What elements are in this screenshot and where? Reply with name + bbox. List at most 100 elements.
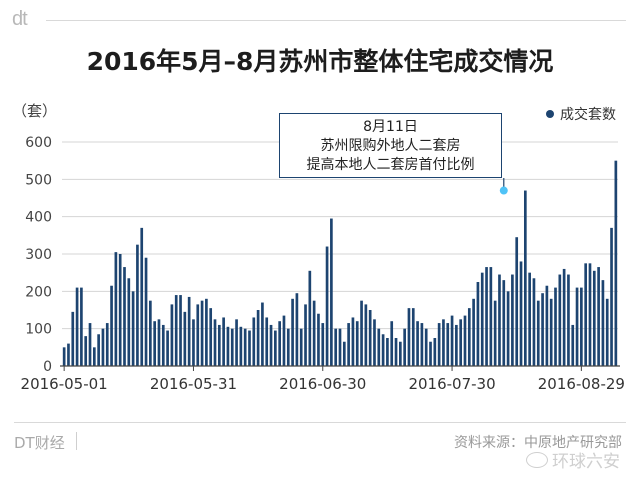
bar bbox=[351, 317, 355, 366]
bar bbox=[179, 295, 182, 366]
bar bbox=[75, 287, 79, 366]
bar bbox=[605, 298, 609, 366]
bar bbox=[373, 319, 376, 366]
bar bbox=[80, 287, 83, 366]
y-tick-label: 0 bbox=[43, 359, 52, 375]
y-tick-label: 400 bbox=[25, 210, 52, 226]
bar bbox=[187, 296, 191, 366]
bar bbox=[558, 274, 562, 366]
bar bbox=[541, 293, 544, 366]
bar bbox=[101, 328, 105, 366]
bar bbox=[157, 319, 161, 366]
bar bbox=[480, 272, 484, 366]
bar bbox=[519, 261, 523, 366]
bar bbox=[174, 295, 178, 366]
bar bbox=[230, 328, 234, 366]
bar bbox=[92, 347, 96, 366]
bar bbox=[429, 341, 432, 366]
bar bbox=[334, 328, 338, 366]
bar bbox=[304, 304, 307, 366]
bar bbox=[463, 315, 467, 366]
watermark-text: 环球六安 bbox=[552, 452, 620, 472]
bar bbox=[67, 343, 70, 366]
bar bbox=[217, 324, 221, 366]
y-tick-label: 200 bbox=[25, 284, 52, 300]
bar bbox=[325, 246, 329, 366]
bar bbox=[368, 310, 372, 366]
bar bbox=[476, 282, 480, 366]
footer-brand: DT财经 bbox=[14, 434, 65, 452]
bar bbox=[567, 274, 570, 366]
bar bbox=[71, 311, 75, 366]
bar bbox=[549, 298, 553, 366]
bar bbox=[437, 323, 441, 366]
bar bbox=[105, 323, 109, 366]
bar bbox=[248, 330, 251, 366]
bar bbox=[420, 323, 424, 366]
bar bbox=[286, 328, 290, 366]
bar bbox=[317, 313, 320, 366]
bar bbox=[399, 341, 402, 366]
policy-annotation: 8月11日 苏州限购外地人二套房 提高本地人二套房首付比例 bbox=[279, 113, 502, 178]
bar bbox=[562, 268, 566, 366]
bar bbox=[575, 287, 579, 366]
bar bbox=[200, 300, 204, 366]
bar bbox=[265, 317, 269, 366]
bar bbox=[209, 308, 213, 366]
y-tick-label: 300 bbox=[25, 247, 52, 263]
bar bbox=[183, 311, 187, 366]
legend-swatch bbox=[546, 110, 554, 118]
bar bbox=[511, 274, 514, 366]
bar bbox=[498, 274, 501, 366]
bar bbox=[515, 237, 519, 366]
bar bbox=[243, 328, 247, 366]
bar bbox=[433, 338, 437, 366]
bar bbox=[136, 244, 139, 366]
bar bbox=[416, 321, 419, 366]
bar bbox=[235, 319, 238, 366]
bar bbox=[170, 304, 174, 366]
x-tick-label: 2016-05-01 bbox=[21, 375, 108, 393]
bar bbox=[614, 160, 618, 366]
bar bbox=[601, 280, 605, 366]
bar bbox=[299, 328, 303, 366]
y-tick-label: 100 bbox=[25, 322, 52, 338]
bar bbox=[424, 328, 428, 366]
watermark: 环球六安 bbox=[526, 447, 620, 472]
bar bbox=[545, 285, 549, 366]
bar bbox=[386, 338, 389, 366]
bar bbox=[312, 300, 316, 366]
bar bbox=[97, 334, 100, 366]
bar bbox=[381, 334, 385, 366]
bar bbox=[213, 319, 217, 366]
bar bbox=[485, 267, 488, 366]
bar bbox=[493, 300, 497, 366]
top-divider bbox=[46, 20, 626, 21]
bar bbox=[588, 263, 592, 366]
bar bbox=[580, 287, 583, 366]
bar bbox=[252, 317, 256, 366]
bar bbox=[274, 330, 277, 366]
bar bbox=[407, 308, 411, 366]
bar bbox=[390, 321, 394, 366]
bar bbox=[282, 315, 286, 366]
bar bbox=[338, 328, 342, 366]
bar bbox=[467, 308, 471, 366]
bar bbox=[592, 270, 596, 366]
bar bbox=[226, 326, 230, 366]
bar bbox=[131, 291, 135, 366]
legend-label: 成交套数 bbox=[560, 107, 616, 123]
bar bbox=[442, 319, 445, 366]
bar bbox=[532, 278, 536, 366]
x-tick-label: 2016-05-31 bbox=[150, 375, 237, 393]
bar bbox=[364, 304, 368, 366]
bar bbox=[536, 300, 540, 366]
x-tick-label: 2016-07-30 bbox=[408, 375, 495, 393]
bar bbox=[528, 272, 531, 366]
bar bbox=[84, 336, 88, 366]
bar bbox=[377, 328, 381, 366]
bar bbox=[472, 298, 475, 366]
y-tick-label: 600 bbox=[25, 135, 52, 151]
bar bbox=[123, 267, 126, 366]
bar bbox=[523, 190, 527, 366]
